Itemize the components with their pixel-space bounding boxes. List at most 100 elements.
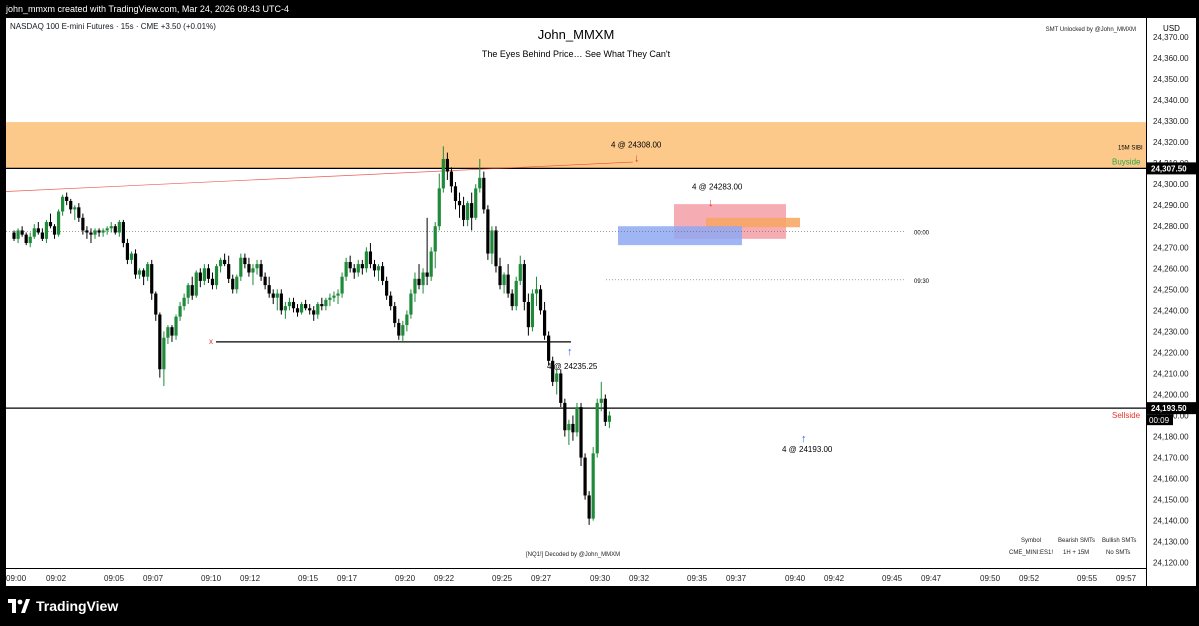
buyside-label: Buyside	[1112, 157, 1141, 166]
candle-body	[502, 274, 506, 286]
candle-body	[308, 308, 312, 311]
candle	[433, 222, 437, 269]
price-tick: 24,240.00	[1153, 306, 1189, 315]
time-tick: 09:15	[298, 574, 319, 583]
candle	[231, 274, 235, 294]
time-tick: 09:50	[980, 574, 1001, 583]
candle	[352, 264, 356, 279]
candle	[150, 259, 154, 300]
candle	[583, 453, 587, 500]
candle	[336, 289, 340, 305]
price-chart[interactable]: 4 @ 24308.00↓4 @ 24283.00↓4 @ 24235.25↑4…	[6, 18, 1146, 568]
candle	[69, 198, 73, 214]
candle-body	[474, 188, 478, 218]
candle	[52, 224, 57, 239]
candle-body	[417, 278, 421, 286]
chart-title: John_MMXM	[537, 27, 615, 42]
candle	[312, 306, 316, 321]
candle	[81, 213, 85, 235]
time-tick: 09:20	[395, 574, 416, 583]
lower-low-label: 4 @ 24193.00	[782, 445, 833, 454]
candle	[474, 184, 478, 220]
candle	[137, 268, 142, 279]
candle	[441, 146, 445, 193]
price-axis[interactable]: USD 24,370.00 24,360.00 24,350.00 24,340.00…	[1146, 18, 1196, 586]
time-tick: 09:02	[46, 574, 67, 583]
candle	[502, 272, 506, 294]
candle-body	[405, 314, 409, 326]
candle-body	[506, 274, 510, 294]
candle	[567, 419, 571, 445]
time-tick: 09:05	[104, 574, 125, 583]
symbol-legend[interactable]: NASDAQ 100 E-mini Futures · 15s · CME +3…	[10, 22, 216, 31]
smt-header-symbol: Symbol	[1021, 538, 1042, 544]
time-tick: 09:37	[726, 574, 747, 583]
candle	[397, 318, 401, 340]
candle-body	[101, 230, 105, 233]
candle-body	[142, 270, 146, 277]
candle	[482, 171, 486, 214]
price-tick: 24,370.00	[1153, 33, 1189, 42]
chart-pane[interactable]: 4 @ 24308.00 ↓ 4 @ 24283.00 ↓ 4 @ 24235.25 ↑ 4…	[6, 18, 1146, 568]
candle-body	[470, 203, 474, 218]
currency-label[interactable]: USD	[1163, 24, 1180, 33]
candle	[332, 291, 336, 302]
candle-body	[328, 297, 332, 300]
candle-body	[587, 495, 591, 519]
candle-body	[336, 293, 340, 296]
candle	[28, 232, 32, 248]
candle-body	[77, 207, 81, 218]
candle	[538, 285, 543, 315]
candle-body	[482, 177, 486, 210]
tradingview-icon	[8, 599, 30, 613]
price-scale[interactable]: 24,370.00 24,360.00 24,350.00 24,340.00 24,3…	[1147, 18, 1196, 586]
candle-body	[227, 264, 231, 279]
candle-body	[178, 306, 182, 317]
candle-body	[534, 289, 539, 294]
candle-body	[121, 222, 125, 244]
time-tick: 09:40	[785, 574, 806, 583]
candle-body	[364, 251, 368, 269]
bullish-fvg-zone	[618, 226, 742, 246]
candle	[73, 205, 77, 220]
candle-body	[279, 293, 283, 311]
candle-body	[247, 264, 251, 273]
candle	[271, 289, 275, 305]
time-scale[interactable]: 09:00 09:02 09:05 09:07 09:10 09:12 09:15 09:17…	[6, 569, 1146, 587]
time-tick: 09:27	[531, 574, 552, 583]
candle	[162, 331, 166, 387]
candle	[113, 224, 117, 235]
candle-body	[563, 402, 567, 431]
candle	[575, 402, 579, 437]
candle-body	[259, 264, 263, 277]
low-arrow-icon: ↑	[567, 346, 573, 358]
candle	[24, 232, 28, 246]
candle	[178, 301, 182, 321]
price-tick: 24,130.00	[1153, 538, 1189, 547]
candle-body	[401, 325, 405, 336]
time-axis[interactable]: 09:00 09:02 09:05 09:07 09:10 09:12 09:15 09:17…	[6, 568, 1146, 587]
candle	[518, 255, 522, 286]
candle-body	[52, 226, 57, 235]
tradingview-logo[interactable]: TradingView	[8, 598, 118, 614]
candle	[105, 226, 109, 235]
candle	[20, 226, 24, 237]
candle-body	[522, 264, 526, 302]
price-tick: 24,120.00	[1153, 559, 1189, 568]
candle	[214, 264, 219, 290]
candle-body	[235, 276, 239, 290]
candle	[308, 304, 312, 315]
candle-body	[567, 423, 571, 431]
candle-body	[445, 158, 449, 172]
candle-body	[413, 278, 417, 294]
candle-body	[340, 276, 344, 294]
candle-body	[348, 261, 352, 269]
candle	[61, 194, 65, 216]
time-tick: 09:35	[687, 574, 708, 583]
candle-body	[231, 278, 235, 290]
candle	[372, 259, 377, 277]
candle-body	[170, 327, 174, 336]
candle-body	[555, 373, 559, 382]
candle-body	[324, 299, 328, 307]
candle-body	[607, 415, 611, 422]
